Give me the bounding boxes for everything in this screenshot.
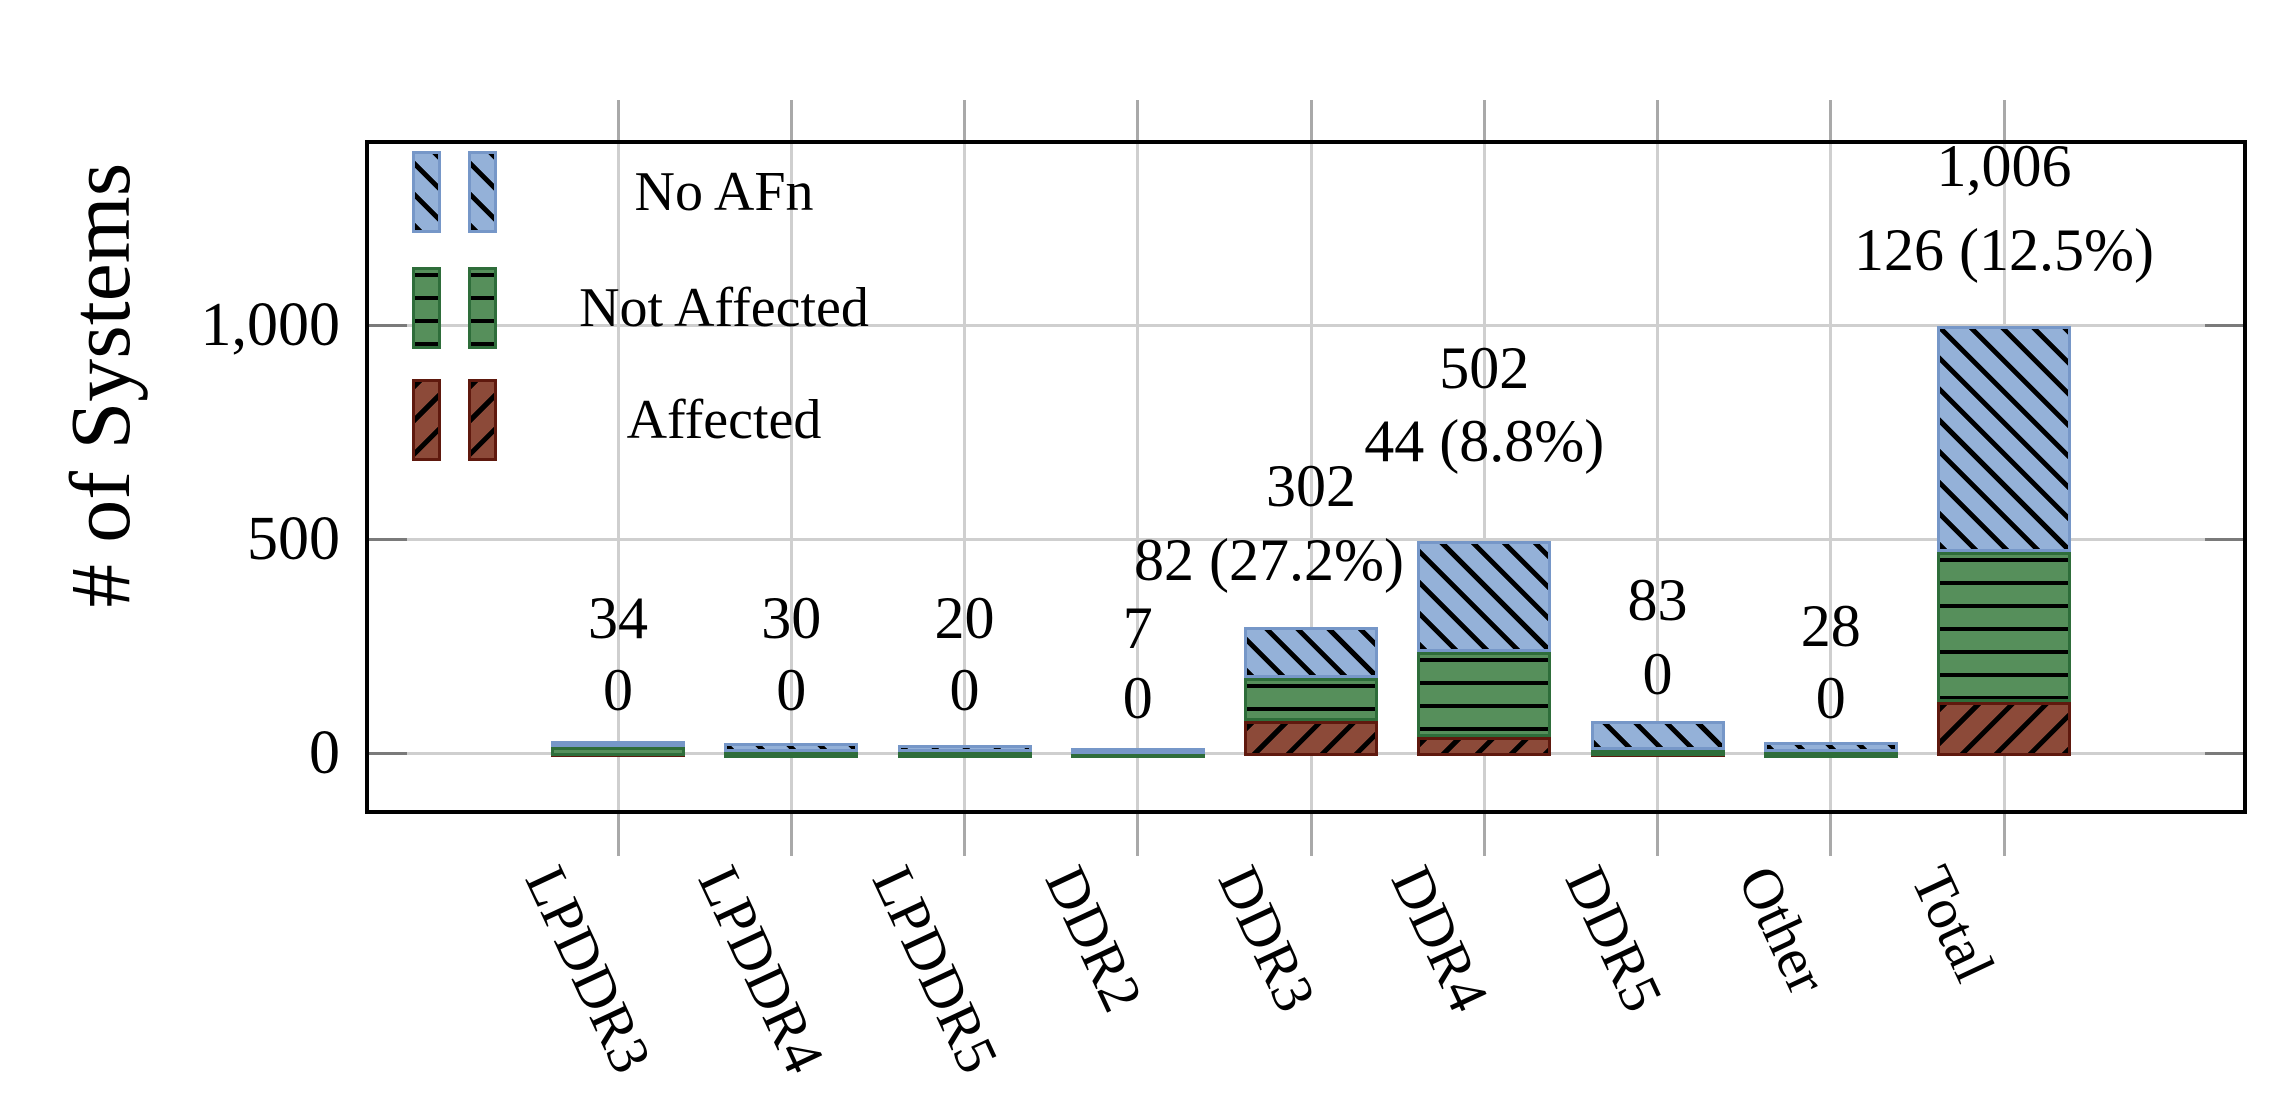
y-tick-label: 500	[247, 505, 340, 574]
x-tick-top	[2002, 100, 2006, 140]
x-gridline	[1136, 140, 1140, 814]
bar-annotation-affected: 0	[1122, 665, 1153, 731]
x-tick-bottom	[1136, 814, 1140, 856]
x-gridline	[616, 140, 620, 814]
legend-swatch-no-afn	[468, 151, 497, 233]
x-tick-bottom	[616, 814, 620, 856]
bar-segment-affected	[1937, 702, 2071, 756]
bar-segment-no-afn	[1417, 541, 1552, 652]
x-tick-bottom	[963, 814, 966, 856]
x-tick-top	[963, 100, 966, 140]
bar-annotation-total: 302	[1266, 453, 1356, 519]
legend-label: Affected	[626, 389, 822, 451]
bar-segment-not-affected	[1244, 678, 1378, 721]
bar-segment-not-affected	[1937, 551, 2071, 703]
x-tick-bottom	[1656, 814, 1659, 856]
bar-segment-not-affected	[551, 747, 685, 756]
bar-annotation-affected: 44 (8.8%)	[1364, 408, 1605, 474]
legend-label: No AFn	[634, 161, 814, 223]
x-tick-label: LPDDR5	[859, 856, 1011, 1083]
legend-swatch-no-afn	[412, 151, 441, 233]
bar-segment-not-affected	[1417, 651, 1552, 738]
legend-swatch-not-affected	[412, 267, 441, 349]
x-gridline	[1482, 140, 1486, 814]
legend-item-no-afn: No AFn	[412, 150, 924, 234]
bar-segment-no-afn	[1937, 325, 2071, 552]
bar-segment-no-afn	[551, 741, 685, 748]
legend-item-affected: Affected	[412, 378, 924, 462]
x-tick-bottom	[789, 814, 793, 856]
y-gridline	[365, 537, 2247, 541]
x-tick-top	[1136, 100, 1140, 140]
x-gridline	[1656, 140, 1659, 814]
x-tick-top	[1656, 100, 1659, 140]
x-tick-top	[1309, 100, 1313, 140]
x-tick-label: DDR2	[1032, 856, 1156, 1022]
bar-annotation-total: 7	[1122, 595, 1153, 661]
bar-segment-no-afn	[724, 742, 859, 752]
bar-annotation-total: 20	[934, 585, 995, 651]
x-tick-label: Other	[1725, 856, 1841, 1004]
bar-annotation-total: 34	[588, 585, 648, 651]
bar-annotation-total: 28	[1800, 593, 1861, 659]
y-tick-right	[2205, 537, 2243, 541]
y-tick-left	[369, 537, 407, 541]
x-tick-bottom	[1829, 814, 1833, 856]
x-gridline	[963, 140, 966, 814]
y-tick-right	[2205, 751, 2243, 755]
bar-annotation-affected: 82 (27.2%)	[1134, 527, 1404, 593]
bar-annotation-total: 30	[761, 585, 822, 651]
legend-item-not-affected: Not Affected	[412, 266, 924, 350]
x-tick-label: DDR5	[1552, 856, 1676, 1022]
y-tick-left	[369, 751, 407, 755]
x-tick-top	[1829, 100, 1833, 140]
x-tick-bottom	[1482, 814, 1486, 856]
bar-segment-affected	[1244, 720, 1378, 756]
bar-segment-not-affected	[1763, 752, 1898, 758]
x-gridline	[1829, 140, 1833, 814]
bar-segment-no-afn	[1244, 626, 1378, 679]
x-gridline	[789, 140, 793, 814]
bar-annotation-total: 83	[1627, 567, 1688, 633]
x-tick-bottom	[1309, 814, 1313, 856]
x-tick-top	[616, 100, 620, 140]
x-tick-top	[1482, 100, 1486, 140]
legend-swatch-affected	[412, 379, 441, 461]
bar-segment-not-affected	[1590, 750, 1725, 756]
y-tick-left	[369, 323, 407, 327]
legend-label: Not Affected	[579, 277, 869, 339]
bar-annotation-affected: 0	[1642, 641, 1673, 707]
bar-segment-not-affected	[897, 752, 1032, 758]
x-tick-top	[789, 100, 793, 140]
bar-annotation-affected: 0	[1815, 665, 1846, 731]
y-tick-label: 0	[309, 719, 340, 787]
y-gridline	[365, 323, 2247, 327]
x-tick-label: DDR3	[1205, 856, 1329, 1022]
bar-segment-no-afn	[1763, 741, 1898, 752]
bar-annotation-affected: 126 (12.5%)	[1854, 217, 2154, 283]
x-tick-label: Total	[1898, 856, 2008, 992]
x-tick-label: LPDDR3	[512, 856, 665, 1083]
bar-annotation-affected: 0	[603, 657, 633, 723]
x-tick-bottom	[2002, 814, 2006, 856]
x-gridline	[1309, 140, 1313, 814]
bar-annotation-affected: 0	[949, 657, 980, 723]
y-tick-label: 1,000	[200, 291, 341, 360]
bar-segment-no-afn	[897, 745, 1032, 752]
bar-segment-no-afn	[1590, 720, 1725, 750]
y-tick-right	[2205, 323, 2243, 327]
x-tick-label: LPDDR4	[685, 856, 838, 1083]
bar-segment-no-afn	[1070, 748, 1205, 754]
bar-annotation-affected: 0	[776, 657, 807, 723]
legend-swatch-affected	[468, 379, 497, 461]
bar-annotation-total: 502	[1439, 335, 1530, 401]
bar-segment-not-affected	[724, 752, 859, 758]
y-axis-title: # of Systems	[52, 162, 148, 608]
x-tick-label: DDR4	[1378, 856, 1502, 1022]
bar-annotation-total: 1,006	[1936, 133, 2072, 199]
legend-swatch-not-affected	[468, 267, 497, 349]
bar-segment-affected	[1417, 737, 1552, 756]
